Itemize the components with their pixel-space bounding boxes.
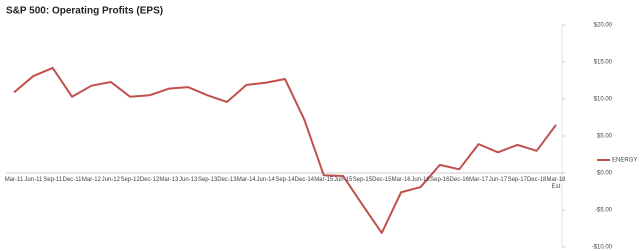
- x-tick-label: Sep-16: [430, 177, 450, 183]
- x-tick-label: Sep-17: [507, 177, 527, 183]
- y-tick-label: $20.00: [594, 23, 613, 29]
- x-tick-label: Mar-13: [159, 177, 179, 183]
- y-tick-label: $0.00: [597, 171, 613, 177]
- x-tick-label: Mar-14: [236, 177, 256, 183]
- x-tick-label: Jun-14: [256, 177, 275, 183]
- x-tick-label: Dec-13: [217, 177, 237, 183]
- x-tick-label: Dec-15: [372, 177, 392, 183]
- x-tick-label: Dec-16: [449, 177, 469, 183]
- x-tick-label: Jun-12: [101, 177, 120, 183]
- y-tick-label: $5.00: [597, 134, 613, 140]
- x-tick-label: Sep-12: [120, 177, 140, 183]
- data-line: [13, 66, 557, 234]
- y-tick-label: -$5.00: [595, 208, 613, 214]
- x-tick-label: Jun-16: [411, 177, 430, 183]
- x-tick-label: Jun-11: [24, 177, 43, 183]
- x-tick-label: Sep-11: [43, 177, 63, 183]
- legend-label: ENERGY: [612, 158, 637, 164]
- x-tick-label: Mar-18 Est: [546, 177, 566, 190]
- x-tick-label: Sep-13: [197, 177, 218, 183]
- x-tick-label: Sep-14: [275, 177, 295, 183]
- chart-title: S&P 500: Operating Profits (EPS): [6, 6, 163, 17]
- x-tick-label: Mar-11: [4, 177, 24, 183]
- x-tick-label: Dec-18: [526, 177, 547, 183]
- x-tick-label: Dec-12: [139, 177, 160, 183]
- y-tick-label: $15.00: [594, 60, 613, 66]
- x-tick-label: Sep-15: [352, 177, 373, 183]
- x-tick-label: Mar-15: [314, 177, 334, 183]
- x-tick-label: Dec-14: [294, 177, 315, 183]
- x-tick-label: Mar-12: [81, 177, 101, 183]
- x-tick-label: Jun-17: [488, 177, 508, 183]
- x-tick-label: Mar-16: [391, 177, 411, 183]
- x-tick-label: Dec-11: [62, 177, 82, 183]
- y-tick-label: -$10.00: [592, 245, 613, 251]
- x-tick-label: Mar-17: [469, 177, 489, 183]
- x-tick-label: Jun-15: [333, 177, 353, 183]
- y-tick-label: $10.00: [594, 97, 613, 103]
- x-tick-label: Jun-13: [179, 177, 198, 183]
